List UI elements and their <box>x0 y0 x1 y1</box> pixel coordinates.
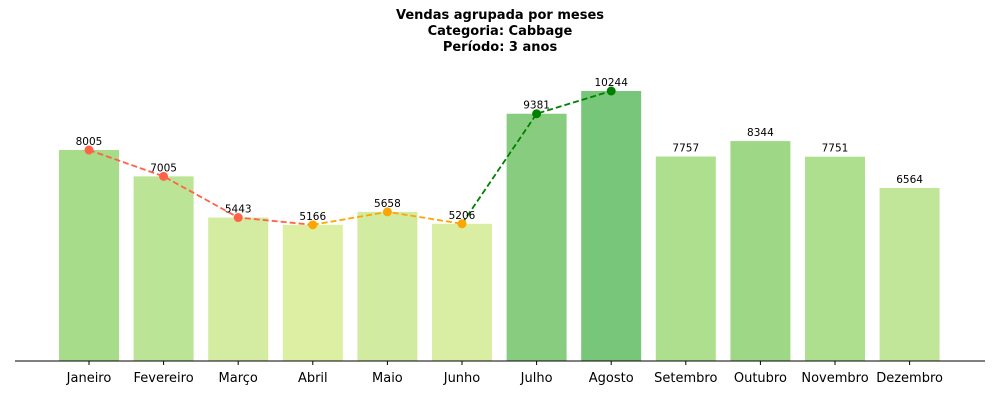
data-label: 7757 <box>672 143 699 155</box>
trend-line-segment-3 <box>461 90 612 225</box>
data-label: 7751 <box>822 143 849 155</box>
bar-novembro <box>805 156 865 361</box>
x-tick-label: Julho <box>520 371 553 386</box>
bar-julho <box>506 113 567 361</box>
x-tick-label: Dezembro <box>876 371 943 386</box>
chart-title: Vendas agrupada por meses Categoria: Cab… <box>396 8 604 55</box>
data-label: 5443 <box>225 204 252 216</box>
x-ticks-group: Janeiro Fevereiro Março Abril Maio Junho Julho… <box>66 361 943 386</box>
trend-marker <box>382 207 392 217</box>
data-label: 10244 <box>594 77 628 89</box>
trend-marker <box>84 145 94 155</box>
bar-maio <box>357 211 418 361</box>
title-line-3: Período: 3 anos <box>443 40 558 55</box>
x-tick-label: Abril <box>298 371 328 386</box>
x-tick-label: Agosto <box>589 371 634 386</box>
x-tick-label: Outubro <box>734 371 787 386</box>
bar-abril <box>282 224 343 361</box>
trend-lines-group <box>84 86 616 230</box>
data-label: 7005 <box>150 162 177 174</box>
bar-janeiro <box>59 150 119 361</box>
x-tick-label: Novembro <box>801 371 868 386</box>
bar-fevereiro <box>133 176 194 361</box>
data-label: 9381 <box>523 100 550 112</box>
trend-marker <box>233 213 243 223</box>
data-label: 8005 <box>76 136 103 148</box>
data-label: 5658 <box>374 198 401 210</box>
bar-junho <box>432 223 492 361</box>
data-label: 6564 <box>896 174 923 186</box>
x-tick-label: Setembro <box>654 371 717 386</box>
x-tick-label: Maio <box>372 371 403 386</box>
title-line-2: Categoria: Cabbage <box>428 24 573 39</box>
bar-dezembro <box>879 187 940 361</box>
bars-group <box>59 91 940 361</box>
trend-marker <box>308 220 318 230</box>
data-labels-group: 8005 7005 5443 5166 5658 5206 9381 10244 7757 834… <box>76 77 924 223</box>
data-label: 8344 <box>747 127 774 139</box>
trend-marker <box>606 86 616 96</box>
bar-outubro <box>730 141 791 361</box>
x-tick-label: Março <box>219 371 258 386</box>
x-tick-label: Janeiro <box>66 371 112 386</box>
data-label: 5206 <box>449 210 476 222</box>
trend-marker <box>532 109 542 119</box>
trend-marker <box>159 171 169 181</box>
title-line-1: Vendas agrupada por meses <box>396 8 604 23</box>
data-label: 5166 <box>299 211 326 223</box>
trend-marker <box>457 219 467 229</box>
trend-line-segment-1 <box>88 149 313 226</box>
x-tick-label: Junho <box>443 371 481 386</box>
x-tick-label: Fevereiro <box>134 371 194 386</box>
bar-agosto <box>581 91 642 361</box>
bar-setembro <box>655 156 716 361</box>
bar-março <box>208 217 269 361</box>
